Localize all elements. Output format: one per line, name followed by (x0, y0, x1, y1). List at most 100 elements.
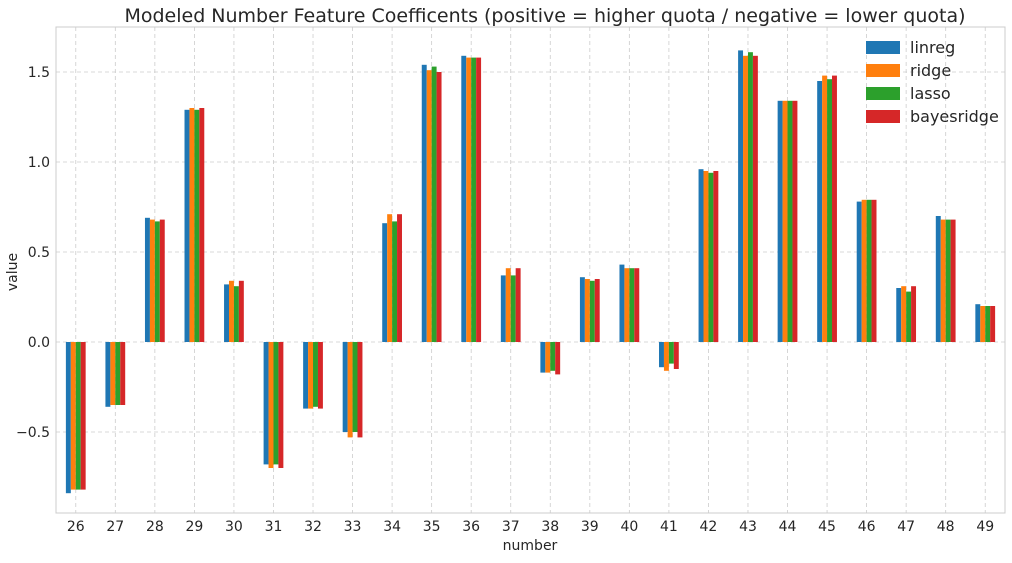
x-tick-label: 37 (502, 519, 520, 535)
bar-bayesridge-40 (634, 268, 640, 342)
bar-bayesridge-37 (515, 268, 521, 342)
bar-lasso-43 (747, 52, 753, 342)
bar-lasso-33 (352, 342, 358, 432)
bar-lasso-41 (668, 342, 674, 364)
bar-ridge-39 (584, 279, 590, 342)
bar-linreg-48 (935, 216, 941, 342)
bar-linreg-34 (382, 223, 388, 342)
bar-lasso-49 (985, 306, 991, 342)
legend-swatch-linreg (866, 41, 900, 54)
bar-bayesridge-31 (278, 342, 284, 468)
legend-label-lasso: lasso (910, 84, 951, 103)
bar-linreg-26 (65, 342, 71, 494)
bar-lasso-29 (194, 109, 200, 342)
bar-ridge-48 (940, 219, 946, 342)
x-axis-label: number (503, 538, 558, 554)
bar-ridge-37 (505, 268, 511, 342)
legend[interactable]: linreg ridge lasso bayesridge (866, 38, 999, 126)
plot-frame (55, 26, 1006, 514)
bar-linreg-43 (738, 50, 744, 343)
bar-bayesridge-47 (911, 286, 917, 342)
y-tick-label: 0.0 (28, 335, 50, 351)
bar-linreg-36 (461, 55, 467, 343)
x-tick-label: 46 (858, 519, 876, 535)
bar-linreg-28 (144, 217, 150, 342)
bar-bayesridge-26 (80, 342, 86, 490)
x-tick-label: 38 (541, 519, 559, 535)
bar-bayesridge-49 (990, 306, 996, 342)
bar-ridge-32 (308, 342, 314, 409)
x-tick-label: 43 (739, 519, 757, 535)
bar-lasso-48 (945, 219, 951, 342)
bar-linreg-35 (421, 64, 427, 343)
bar-ridge-40 (624, 268, 630, 342)
y-axis-label: value (5, 253, 21, 291)
bar-ridge-31 (268, 342, 274, 468)
bar-lasso-31 (273, 342, 279, 465)
bar-bayesridge-36 (476, 57, 482, 342)
bar-bayesridge-38 (555, 342, 561, 375)
bar-lasso-37 (510, 275, 516, 342)
bar-ridge-45 (822, 75, 828, 342)
y-tick-label: −0.5 (16, 425, 50, 441)
bar-ridge-46 (861, 199, 867, 342)
legend-swatch-bayesridge (866, 110, 900, 123)
x-tick-label: 45 (818, 519, 836, 535)
bar-ridge-49 (980, 306, 986, 342)
bar-linreg-47 (896, 288, 902, 342)
bar-ridge-28 (149, 219, 155, 342)
x-tick-label: 48 (937, 519, 955, 535)
bar-lasso-46 (866, 199, 872, 342)
bar-lasso-27 (115, 342, 121, 405)
bar-bayesridge-32 (317, 342, 323, 409)
bar-bayesridge-30 (238, 280, 244, 342)
bar-linreg-27 (105, 342, 111, 407)
bar-lasso-42 (708, 172, 714, 342)
bar-bayesridge-42 (713, 171, 719, 342)
x-tick-label: 31 (265, 519, 283, 535)
bar-bayesridge-27 (120, 342, 126, 405)
bar-ridge-44 (782, 100, 788, 342)
x-tick-label: 28 (146, 519, 164, 535)
bar-lasso-40 (629, 268, 635, 342)
bar-ridge-30 (228, 280, 234, 342)
legend-label-bayesridge: bayesridge (910, 107, 999, 126)
x-tick-label: 47 (897, 519, 915, 535)
bar-bayesridge-43 (752, 55, 758, 343)
x-tick-label: 30 (225, 519, 243, 535)
bar-bayesridge-28 (159, 219, 165, 342)
bar-linreg-32 (303, 342, 309, 409)
x-tick-label: 44 (779, 519, 797, 535)
x-tick-label: 40 (620, 519, 638, 535)
legend-swatch-ridge (866, 64, 900, 77)
bar-lasso-35 (431, 66, 437, 342)
bar-ridge-36 (466, 57, 472, 342)
bar-ridge-35 (426, 70, 432, 342)
x-tick-label: 42 (700, 519, 718, 535)
bar-lasso-34 (392, 221, 398, 342)
bar-lasso-28 (154, 221, 160, 342)
axes: −0.5 0.0 0.5 1.0 1.5 26 27 28 29 30 31 32 33 34 35 36 37… (16, 26, 1006, 535)
legend-swatch-lasso (866, 87, 900, 100)
bar-bayesridge-34 (397, 214, 402, 342)
x-tick-label: 34 (383, 519, 401, 535)
bar-linreg-31 (263, 342, 269, 465)
bar-linreg-29 (184, 109, 190, 342)
x-tick-label: 35 (423, 519, 441, 535)
bar-ridge-26 (70, 342, 76, 490)
y-tick-label: 0.5 (28, 245, 50, 261)
bar-linreg-30 (224, 284, 229, 342)
bar-ridge-42 (703, 171, 709, 342)
bar-lasso-36 (471, 57, 477, 342)
legend-label-linreg: linreg (910, 38, 955, 57)
bar-lasso-47 (906, 291, 912, 342)
bar-ridge-34 (387, 214, 393, 342)
bar-lasso-45 (827, 79, 833, 342)
bar-lasso-32 (313, 342, 318, 407)
bar-ridge-27 (110, 342, 116, 405)
bar-linreg-45 (817, 81, 823, 342)
bar-bayesridge-48 (950, 219, 956, 342)
bar-linreg-38 (540, 342, 546, 373)
bar-linreg-33 (342, 342, 348, 432)
bar-ridge-41 (663, 342, 669, 371)
